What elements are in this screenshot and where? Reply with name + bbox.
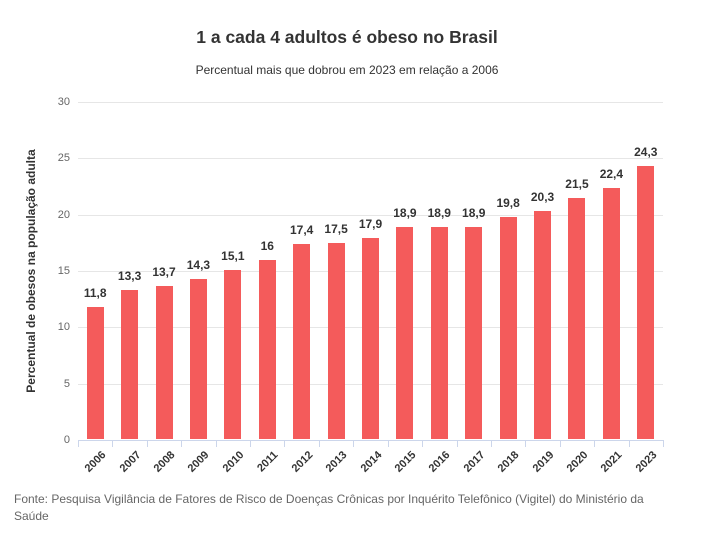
x-axis-label: 2011	[255, 449, 281, 475]
bar-2008	[155, 285, 173, 439]
bar-2014	[362, 238, 379, 439]
chart-subtitle: Percentual mais que dobrou em 2023 em re…	[195, 63, 499, 77]
bar-value-label: 22,4	[599, 166, 624, 181]
chart-title: 1 a cada 4 adultos é obeso no Brasil	[196, 27, 498, 47]
x-axis-tick	[181, 441, 183, 447]
x-axis-label: 2014	[358, 449, 384, 475]
x-axis-label: 2009	[186, 449, 212, 475]
x-axis-tick	[490, 441, 492, 447]
bar-value-label: 19,8	[496, 195, 520, 210]
x-axis-tick	[353, 441, 355, 447]
y-gridline	[78, 102, 663, 103]
bar-2016	[430, 227, 448, 439]
x-axis-tick	[456, 441, 458, 447]
bar-2023	[637, 166, 655, 439]
bar-value-label: 24,3	[634, 145, 658, 160]
x-axis-tick	[250, 441, 252, 447]
x-axis-label: 2020	[564, 449, 591, 475]
bar-2011	[258, 259, 276, 439]
bar-value-label: 13,7	[152, 264, 176, 279]
bar-value-label: 21,5	[565, 176, 589, 191]
chart-source-text: Fonte: Pesquisa Vigilância de Fatores de…	[14, 492, 644, 523]
bar-value-label: 18,9	[427, 206, 451, 221]
x-axis-tick	[146, 441, 148, 447]
x-axis-tick	[215, 441, 217, 447]
x-axis-tick	[525, 441, 527, 447]
bar-2007	[121, 290, 139, 439]
x-axis-tick	[284, 441, 286, 447]
y-tick-label: 20	[57, 208, 70, 221]
bar-value-label: 14,3	[186, 257, 211, 272]
x-axis-label: 2007	[117, 449, 144, 475]
bar-2018	[499, 216, 517, 439]
x-axis-tick	[78, 441, 79, 447]
x-axis-tick	[559, 441, 561, 447]
bar-value-label: 16	[260, 238, 274, 253]
x-axis-line	[78, 440, 664, 441]
x-axis-label: 2016	[426, 449, 453, 475]
bar-2020	[568, 197, 586, 439]
y-tick-label: 10	[57, 321, 70, 334]
x-axis-label: 2006	[82, 449, 109, 475]
bar-2012	[293, 243, 311, 439]
bar-value-label: 18,9	[462, 206, 486, 221]
bar-2021	[602, 187, 620, 439]
x-axis-label: 2023	[633, 449, 660, 475]
y-tick-label: 5	[63, 377, 70, 390]
x-axis-tick	[422, 441, 424, 447]
bar-value-label: 17,4	[289, 222, 314, 237]
bar-2017	[465, 227, 483, 439]
x-axis-label: 2021	[599, 449, 625, 475]
y-tick-label: 25	[57, 152, 70, 165]
bar-2006	[86, 307, 104, 439]
bar-value-label: 18,9	[393, 206, 417, 221]
x-axis-label: 2012	[289, 449, 316, 475]
x-axis-label: 2013	[323, 449, 350, 475]
y-gridline	[78, 158, 663, 160]
bar-2010	[224, 269, 242, 439]
y-tick-label: 30	[57, 96, 70, 108]
x-axis-tick	[112, 441, 114, 447]
bar-value-label: 15,1	[221, 248, 245, 263]
bar-value-label: 20,3	[530, 190, 555, 205]
bar-2015	[396, 227, 414, 439]
bar-value-label: 13,3	[117, 269, 142, 284]
x-axis-label: 2008	[151, 449, 178, 475]
y-gridline	[78, 214, 663, 216]
bar-value-label: 17,9	[358, 217, 383, 232]
bar-2009	[189, 278, 207, 439]
y-tick-label: 0	[63, 434, 70, 446]
x-axis-tick	[628, 441, 630, 447]
x-axis-label: 2018	[495, 449, 522, 475]
bar-2019	[534, 211, 552, 439]
x-axis-label: 2019	[530, 449, 557, 475]
x-axis-label: 2010	[220, 449, 247, 475]
bar-value-label: 11,8	[83, 286, 107, 301]
x-axis-tick	[663, 441, 664, 447]
y-tick-label: 15	[57, 265, 70, 277]
x-axis-label: 2015	[392, 449, 419, 475]
x-axis-label: 2017	[461, 449, 488, 475]
x-axis-tick	[387, 441, 389, 447]
x-axis-tick	[594, 441, 596, 447]
x-axis-tick	[318, 441, 320, 447]
bar-2013	[327, 242, 345, 439]
bar-value-label: 17,5	[324, 221, 348, 236]
